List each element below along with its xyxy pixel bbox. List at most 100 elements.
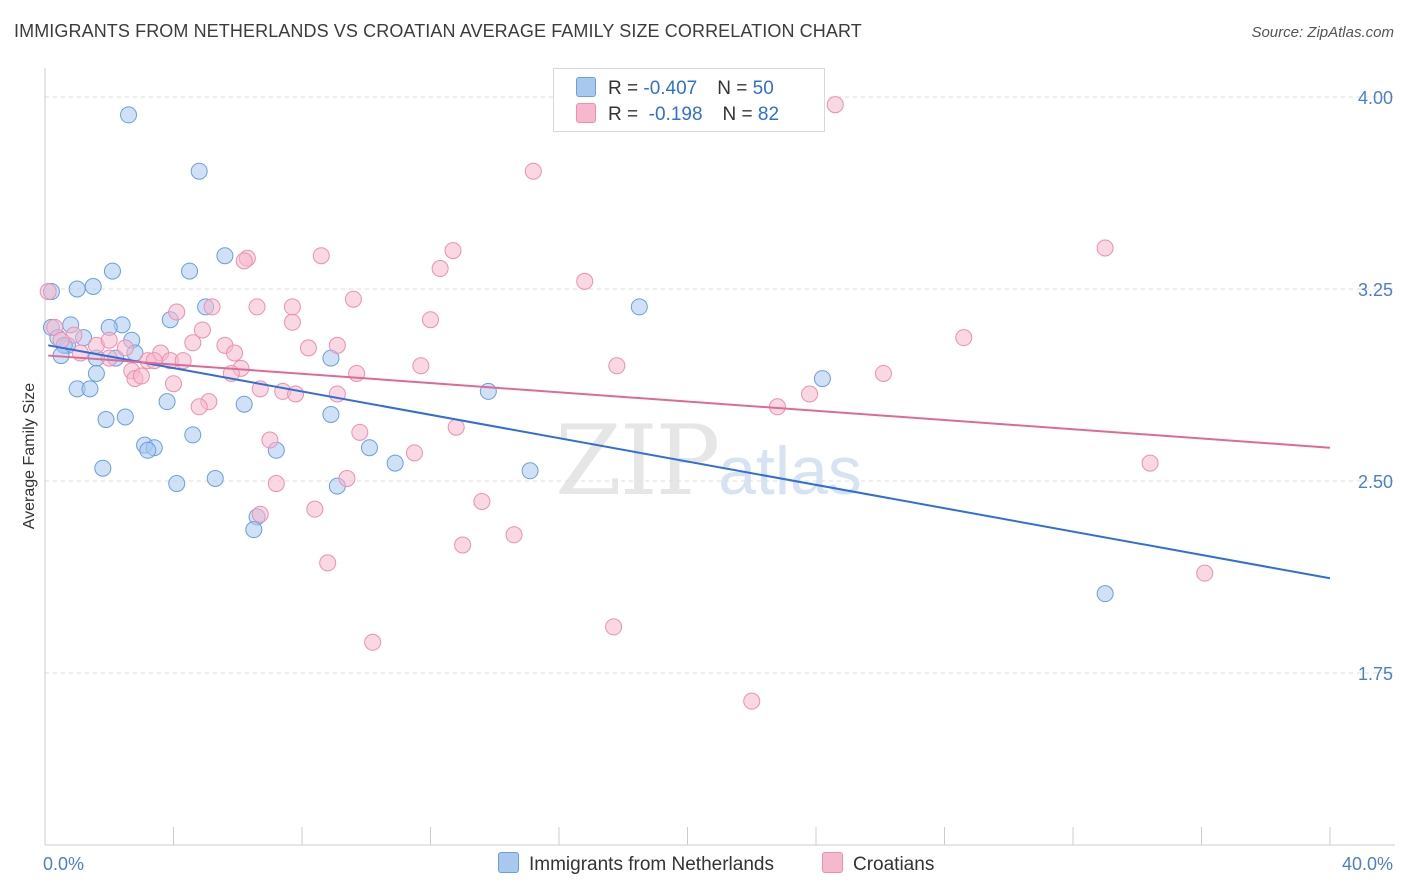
- point-croatians-61: [267, 475, 285, 493]
- point-netherlands-44: [206, 469, 224, 487]
- point-croatians-62: [473, 492, 491, 510]
- point-netherlands-38: [139, 441, 157, 459]
- point-croatians-45: [165, 375, 182, 393]
- legend-swatch-netherlands: [576, 77, 596, 97]
- point-croatians-57: [261, 431, 279, 449]
- stats-legend: R = -0.407 N = 50 R = -0.198 N = 82: [553, 68, 825, 132]
- trend-line-netherlands: [48, 344, 1331, 580]
- point-croatians-16: [283, 313, 301, 331]
- y-axis-label: Average Family Size: [21, 383, 38, 530]
- point-croatians-43: [874, 364, 892, 382]
- point-netherlands-48: [245, 521, 263, 539]
- point-netherlands-34: [322, 405, 340, 423]
- point-netherlands-0: [120, 106, 138, 124]
- y-tick-label-3: 4.00: [1358, 88, 1393, 108]
- point-croatians-9: [344, 290, 362, 308]
- point-croatians-11: [248, 298, 266, 316]
- point-croatians-0: [826, 96, 844, 114]
- point-netherlands-27: [630, 298, 648, 316]
- point-netherlands-4: [181, 262, 199, 280]
- x-tick-label-start: 0.0%: [43, 854, 84, 874]
- point-croatians-69: [605, 618, 623, 636]
- bottom-legend-swatch-netherlands: [498, 852, 519, 873]
- point-croatians-58: [405, 444, 423, 462]
- point-netherlands-49: [1096, 585, 1114, 603]
- point-croatians-59: [1141, 454, 1159, 472]
- point-croatians-30: [226, 344, 244, 362]
- point-netherlands-43: [521, 462, 539, 480]
- point-croatians-27: [116, 339, 134, 357]
- point-netherlands-33: [97, 411, 115, 429]
- bottom-legend-label-netherlands: Immigrants from Netherlands: [529, 854, 774, 875]
- point-croatians-66: [454, 536, 472, 554]
- point-croatians-31: [955, 329, 973, 347]
- point-netherlands-30: [158, 393, 176, 411]
- point-netherlands-2: [216, 247, 234, 265]
- point-croatians-51: [801, 385, 819, 403]
- chart-title: IMMIGRANTS FROM NETHERLANDS VS CROATIAN …: [14, 21, 862, 41]
- point-croatians-63: [306, 500, 324, 518]
- point-croatians-1: [524, 162, 542, 180]
- point-croatians-25: [328, 336, 346, 354]
- point-netherlands-40: [360, 439, 378, 457]
- point-croatians-46: [132, 367, 150, 385]
- point-croatians-54: [190, 398, 208, 416]
- point-croatians-68: [1196, 564, 1214, 582]
- legend-n-value: 50: [752, 78, 774, 99]
- point-netherlands-5: [68, 280, 86, 298]
- point-netherlands-1: [190, 162, 208, 180]
- legend-n-label: N =: [722, 104, 758, 125]
- watermark: ZIPatlas: [555, 405, 862, 517]
- legend-r-label: R =: [608, 78, 644, 99]
- gridlines: [45, 96, 1395, 674]
- point-netherlands-45: [168, 475, 186, 493]
- trend-lines: [48, 344, 1331, 580]
- series-croatians-points: [39, 96, 1214, 710]
- point-netherlands-35: [184, 426, 202, 444]
- point-croatians-65: [505, 526, 523, 544]
- point-netherlands-42: [94, 459, 112, 477]
- point-croatians-12: [283, 298, 301, 316]
- legend-swatch-croatians: [576, 103, 596, 123]
- point-netherlands-28: [813, 370, 831, 388]
- bottom-legend-label-croatians: Croatians: [853, 854, 935, 875]
- point-netherlands-41: [386, 454, 404, 472]
- point-croatians-14: [168, 303, 186, 321]
- point-croatians-22: [184, 334, 202, 352]
- point-netherlands-24: [87, 364, 105, 382]
- point-croatians-8: [576, 272, 594, 290]
- point-croatians-15: [422, 311, 439, 329]
- bottom-legend-netherlands: Immigrants from Netherlands: [498, 852, 774, 876]
- point-croatians-7: [431, 260, 449, 278]
- point-croatians-21: [100, 331, 118, 349]
- legend-row-croatians: R = -0.198 N = 82: [576, 103, 779, 126]
- y-tick-label-2: 3.25: [1358, 280, 1393, 300]
- point-croatians-2: [1096, 239, 1114, 257]
- watermark-zip: ZIP: [555, 405, 720, 517]
- point-croatians-38: [412, 357, 430, 375]
- x-tick-label-end: 40.0%: [1342, 854, 1393, 874]
- bottom-legend-swatch-croatians: [822, 852, 843, 873]
- point-croatians-3: [444, 242, 462, 260]
- point-netherlands-31: [235, 395, 253, 413]
- point-croatians-6: [235, 252, 253, 270]
- point-croatians-70: [364, 633, 382, 651]
- point-croatians-10: [39, 283, 57, 301]
- trend-line-croatians: [48, 354, 1331, 449]
- legend-r-value: -0.198: [643, 104, 703, 125]
- point-croatians-67: [319, 554, 337, 572]
- point-netherlands-26: [81, 380, 99, 398]
- point-croatians-17: [193, 321, 211, 339]
- point-netherlands-32: [116, 408, 134, 426]
- point-croatians-56: [351, 423, 369, 441]
- axes: [44, 68, 1395, 846]
- point-netherlands-3: [103, 262, 121, 280]
- point-croatians-64: [251, 505, 269, 523]
- legend-r-label: R =: [608, 104, 644, 125]
- point-croatians-39: [608, 357, 626, 375]
- point-croatians-13: [203, 298, 221, 316]
- y-tick-label-0: 1.75: [1358, 664, 1393, 684]
- legend-r-value: -0.407: [643, 78, 698, 99]
- y-tick-label-1: 2.50: [1358, 472, 1393, 492]
